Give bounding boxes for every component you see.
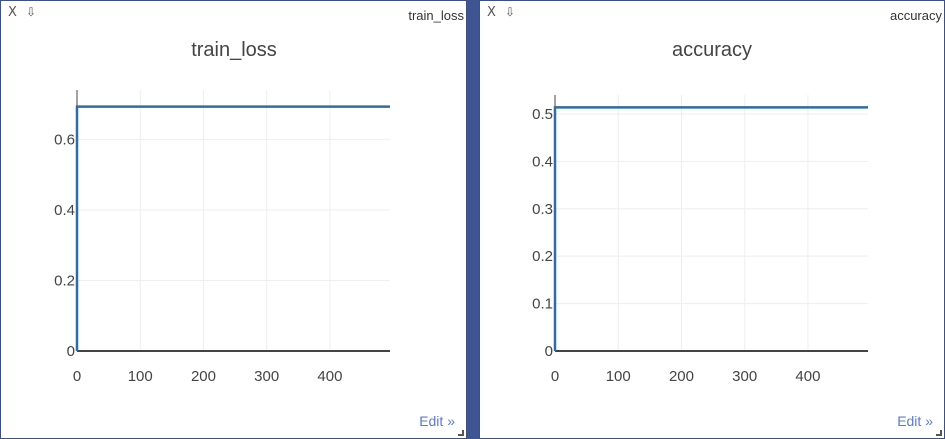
y-tick-label: 0.5 [532,106,553,123]
train-loss-chart[interactable]: train_loss 0 100 200 300 400 0 0.2 0.4 0.6 [1,1,466,438]
pane-train-loss: X ⇩ train_loss train_loss 0 100 200 300 400 0 0… [0,0,467,439]
download-icon[interactable]: ⇩ [505,5,516,19]
series-line [553,106,868,351]
edit-link[interactable]: Edit » [419,413,455,429]
y-tick-label: 0 [545,343,553,360]
close-icon[interactable]: X [487,5,496,20]
x-tick-label: 200 [669,368,694,385]
pane-title-tag: train_loss [408,8,464,23]
pane-divider [467,0,479,439]
x-tick-label: 300 [254,368,279,385]
x-tick-label: 200 [191,368,216,385]
resize-handle[interactable] [936,430,942,436]
edit-link[interactable]: Edit » [897,413,933,429]
resize-handle[interactable] [458,430,464,436]
pane-title-tag: accuracy [889,8,942,23]
y-tick-label: 0.3 [532,201,553,218]
y-tick-label: 0 [67,343,75,360]
accuracy-chart[interactable]: accuracy 0 100 200 300 400 0 0.1 0.2 0.3 0.4 0.5 [480,1,944,438]
y-tick-label: 0.2 [54,272,75,289]
chart-title: train_loss [191,39,277,61]
y-tick-label: 0.4 [532,153,553,170]
chart-title: accuracy [672,39,752,61]
close-icon[interactable]: X [8,5,17,20]
x-tick-label: 400 [317,368,342,385]
y-tick-label: 0.1 [532,296,553,313]
y-tick-label: 0.2 [532,248,553,265]
x-tick-label: 300 [732,368,757,385]
x-tick-label: 400 [795,368,820,385]
y-tick-label: 0.4 [54,202,75,219]
series-line [75,105,390,351]
pane-accuracy: X ⇩ accuracy accuracy 0 100 200 300 400 0 0.1 0.… [479,0,945,439]
y-tick-label: 0.6 [54,131,75,148]
x-tick-label: 0 [551,368,559,385]
download-icon[interactable]: ⇩ [26,5,37,19]
x-tick-label: 100 [128,368,153,385]
x-tick-label: 100 [606,368,631,385]
x-tick-label: 0 [73,368,81,385]
